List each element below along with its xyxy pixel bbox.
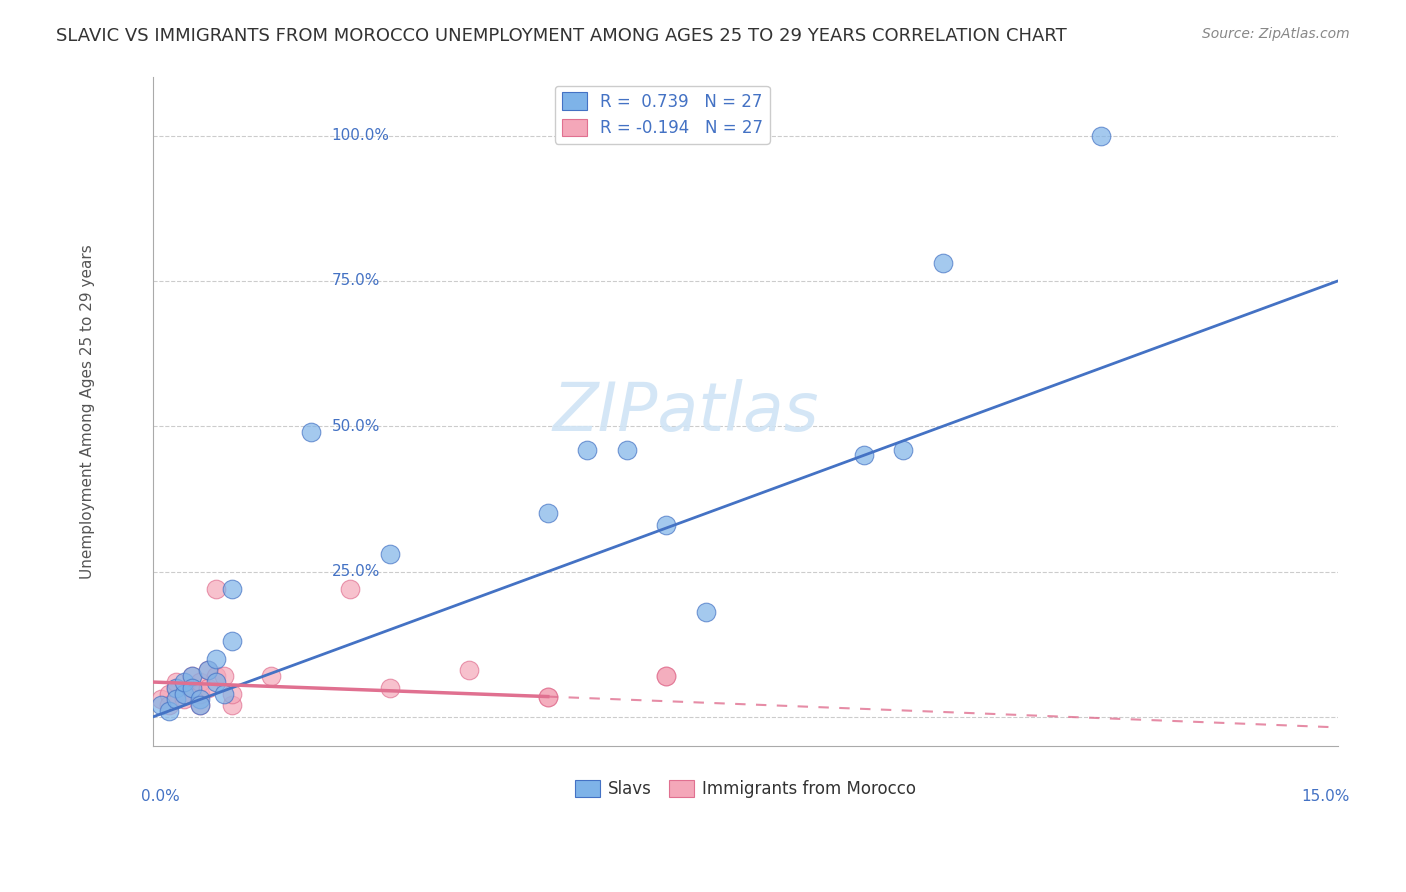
Point (149, 698, 172, 713)
Point (576, 442, 599, 457)
Point (221, 687, 243, 701)
Text: 75.0%: 75.0% (332, 274, 380, 288)
Point (260, 669, 283, 683)
Text: ZIPatlas: ZIPatlas (553, 379, 820, 445)
Point (695, 605, 717, 619)
Text: 0.0%: 0.0% (141, 789, 180, 805)
Text: 25.0%: 25.0% (332, 564, 380, 579)
Point (378, 547, 401, 561)
Point (212, 669, 235, 683)
Point (181, 681, 204, 695)
Point (655, 669, 678, 683)
Point (197, 681, 219, 695)
Point (188, 692, 211, 706)
Point (197, 664, 219, 678)
Point (165, 675, 187, 690)
Point (537, 690, 560, 704)
Point (299, 425, 322, 439)
Text: 50.0%: 50.0% (332, 418, 380, 434)
Text: 100.0%: 100.0% (332, 128, 389, 143)
Point (339, 582, 361, 596)
Point (197, 664, 219, 678)
Point (173, 687, 195, 701)
Point (205, 652, 228, 666)
Point (205, 669, 228, 683)
Point (181, 669, 204, 683)
Point (221, 698, 243, 713)
Point (655, 669, 678, 683)
Point (221, 582, 243, 596)
Point (537, 690, 560, 704)
Point (173, 692, 195, 706)
Point (457, 664, 479, 678)
Point (181, 669, 204, 683)
Text: SLAVIC VS IMMIGRANTS FROM MOROCCO UNEMPLOYMENT AMONG AGES 25 TO 29 YEARS CORRELA: SLAVIC VS IMMIGRANTS FROM MOROCCO UNEMPL… (56, 27, 1067, 45)
Point (157, 704, 180, 718)
Text: Source: ZipAtlas.com: Source: ZipAtlas.com (1202, 27, 1350, 41)
Point (655, 518, 678, 533)
Point (188, 687, 211, 701)
Point (188, 698, 211, 713)
Text: 15.0%: 15.0% (1302, 789, 1350, 805)
Point (173, 675, 195, 690)
Legend: R =  0.739   N = 27, R = -0.194   N = 27: R = 0.739 N = 27, R = -0.194 N = 27 (555, 86, 769, 144)
Point (149, 692, 172, 706)
Point (221, 634, 243, 648)
Point (188, 698, 211, 713)
Point (616, 442, 638, 457)
Text: Unemployment Among Ages 25 to 29 years: Unemployment Among Ages 25 to 29 years (80, 244, 96, 579)
Point (1090, 128, 1112, 143)
Point (205, 675, 228, 690)
Point (181, 681, 204, 695)
Point (378, 681, 401, 695)
Point (932, 256, 955, 270)
Point (165, 681, 187, 695)
Point (188, 675, 211, 690)
Point (212, 687, 235, 701)
Point (852, 448, 875, 462)
Point (891, 442, 914, 457)
Point (157, 698, 180, 713)
Point (537, 507, 560, 521)
Point (173, 687, 195, 701)
Point (205, 582, 228, 596)
Point (157, 687, 180, 701)
Point (165, 681, 187, 695)
Point (165, 692, 187, 706)
